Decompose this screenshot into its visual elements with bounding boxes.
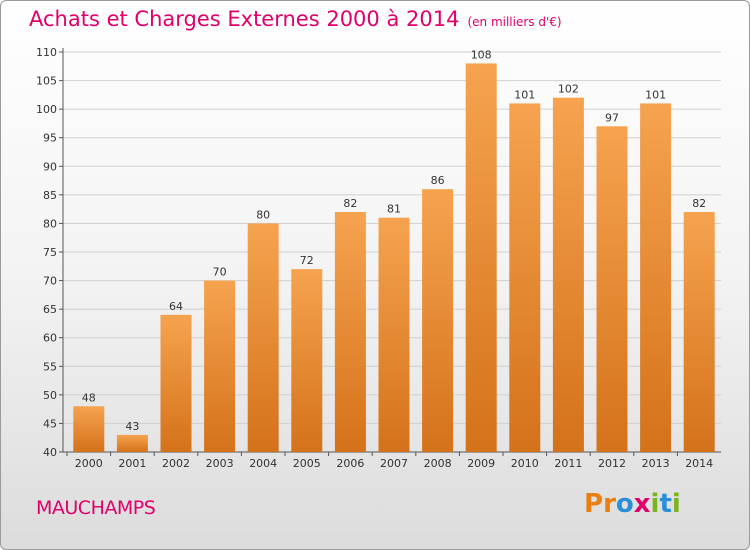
town-name: MAUCHAMPS xyxy=(36,497,156,519)
bar-2006 xyxy=(334,212,366,452)
y-tick-label: 70 xyxy=(43,275,57,288)
y-tick-label: 50 xyxy=(43,389,57,402)
bar-2001 xyxy=(116,434,148,452)
value-label-2006: 82 xyxy=(343,197,357,210)
y-tick-label: 65 xyxy=(43,303,57,316)
value-label-2005: 72 xyxy=(300,254,314,267)
x-tick-label-2013: 2013 xyxy=(642,457,670,470)
x-tick-label-2011: 2011 xyxy=(554,457,582,470)
y-tick-label: 100 xyxy=(36,103,57,116)
x-tick-label-2008: 2008 xyxy=(424,457,452,470)
chart-subtitle: (en milliers d'€) xyxy=(467,15,562,29)
value-label-2014: 82 xyxy=(692,197,706,210)
bar-2004 xyxy=(247,223,279,452)
value-label-2013: 101 xyxy=(645,88,666,101)
x-tick-label-2014: 2014 xyxy=(685,457,713,470)
x-tick-label-2000: 2000 xyxy=(75,457,103,470)
value-label-2008: 86 xyxy=(431,174,445,187)
x-tick-label-2005: 2005 xyxy=(293,457,321,470)
bar-2005 xyxy=(291,269,323,452)
value-label-2002: 64 xyxy=(169,300,183,313)
value-label-2012: 97 xyxy=(605,111,619,124)
value-label-2007: 81 xyxy=(387,203,401,216)
bar-2013 xyxy=(640,103,672,452)
y-tick-label: 75 xyxy=(43,246,57,259)
bar-2002 xyxy=(160,314,192,452)
bar-2000 xyxy=(73,406,105,452)
value-label-2004: 80 xyxy=(256,208,270,221)
bar-2009 xyxy=(465,63,497,453)
bar-2012 xyxy=(596,126,628,453)
value-label-2010: 101 xyxy=(514,88,535,101)
value-label-2003: 70 xyxy=(213,266,227,279)
y-tick-label: 110 xyxy=(36,46,57,59)
y-tick-label: 85 xyxy=(43,189,57,202)
y-tick-label: 90 xyxy=(43,160,57,173)
bar-2014 xyxy=(683,212,715,452)
x-tick-label-2001: 2001 xyxy=(118,457,146,470)
x-tick-label-2009: 2009 xyxy=(467,457,495,470)
x-tick-label-2002: 2002 xyxy=(162,457,190,470)
value-label-2011: 102 xyxy=(558,83,579,96)
value-label-2009: 108 xyxy=(471,48,492,61)
y-tick-label: 80 xyxy=(43,217,57,230)
y-tick-label: 40 xyxy=(43,446,57,459)
x-tick-label-2010: 2010 xyxy=(511,457,539,470)
bar-2003 xyxy=(204,280,236,452)
value-label-2000: 48 xyxy=(82,391,96,404)
x-tick-label-2007: 2007 xyxy=(380,457,408,470)
value-label-2001: 43 xyxy=(125,420,139,433)
bar-2008 xyxy=(422,189,454,452)
y-tick-label: 60 xyxy=(43,332,57,345)
y-tick-label: 95 xyxy=(43,132,57,145)
x-tick-label-2006: 2006 xyxy=(336,457,364,470)
y-tick-label: 55 xyxy=(43,360,57,373)
proxiti-logo: Proxiti xyxy=(584,489,681,519)
x-tick-label-2012: 2012 xyxy=(598,457,626,470)
x-tick-label-2003: 2003 xyxy=(206,457,234,470)
bar-2010 xyxy=(509,103,541,452)
chart-title: Achats et Charges Externes 2000 à 2014 (e… xyxy=(29,7,562,31)
bar-2011 xyxy=(552,97,584,452)
bar-2007 xyxy=(378,217,410,452)
x-tick-label-2004: 2004 xyxy=(249,457,277,470)
y-tick-label: 105 xyxy=(36,75,57,88)
y-tick-label: 45 xyxy=(43,417,57,430)
